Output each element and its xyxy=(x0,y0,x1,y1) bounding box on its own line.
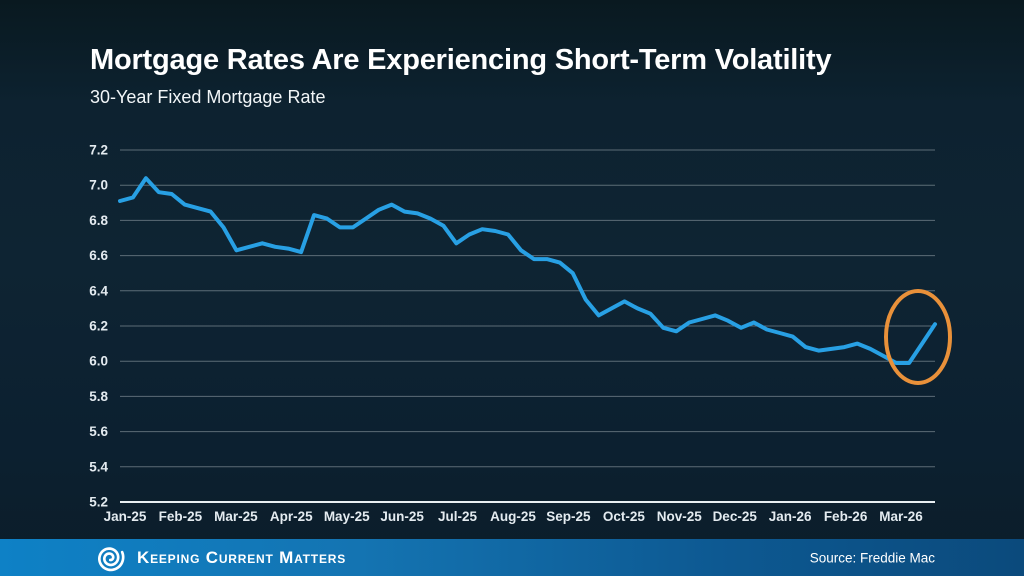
footer-bar: Keeping Current Matters Source: Freddie … xyxy=(0,539,1024,576)
header: Mortgage Rates Are Experiencing Short-Te… xyxy=(90,44,832,108)
y-tick-label: 5.8 xyxy=(89,389,108,404)
y-tick-label: 6.8 xyxy=(89,213,108,228)
y-tick-label: 6.6 xyxy=(89,248,108,263)
x-tick-label: Aug-25 xyxy=(490,509,536,524)
x-tick-label: Mar-25 xyxy=(214,509,258,524)
highlight-ellipse-annotation xyxy=(884,289,952,385)
y-tick-label: 6.4 xyxy=(89,283,108,298)
y-tick-label: 6.2 xyxy=(89,319,108,334)
x-tick-label: Feb-25 xyxy=(159,509,203,524)
source-label: Source: Freddie Mac xyxy=(809,550,935,565)
x-tick-label: Dec-25 xyxy=(713,509,758,524)
page-title: Mortgage Rates Are Experiencing Short-Te… xyxy=(90,44,832,76)
x-tick-label: Nov-25 xyxy=(657,509,703,524)
x-tick-label: Sep-25 xyxy=(546,509,591,524)
rate-line xyxy=(118,176,937,365)
y-tick-label: 7.2 xyxy=(89,143,108,158)
x-tick-label: Jan-25 xyxy=(104,509,147,524)
y-tick-label: 5.2 xyxy=(89,495,108,510)
chart-subtitle: 30-Year Fixed Mortgage Rate xyxy=(90,87,326,107)
x-tick-label: Oct-25 xyxy=(603,509,646,524)
brand-name: Keeping Current Matters xyxy=(137,547,347,567)
x-tick-label: May-25 xyxy=(324,509,370,524)
x-tick-label: Jul-25 xyxy=(438,509,478,524)
brand: Keeping Current Matters xyxy=(94,542,346,574)
kcm-spiral-logo-icon xyxy=(97,546,125,571)
y-tick-label: 5.6 xyxy=(89,424,108,439)
x-tick-label: Apr-25 xyxy=(270,509,313,524)
y-tick-label: 6.0 xyxy=(89,354,108,369)
x-tick-label: Mar-26 xyxy=(879,509,923,524)
y-tick-label: 7.0 xyxy=(89,178,108,193)
spiral-glyph xyxy=(97,546,125,571)
x-tick-label: Jan-26 xyxy=(769,509,812,524)
x-tick-label: Jun-25 xyxy=(380,509,424,524)
x-tick-label: Feb-26 xyxy=(824,509,868,524)
y-tick-label: 5.4 xyxy=(89,459,108,474)
